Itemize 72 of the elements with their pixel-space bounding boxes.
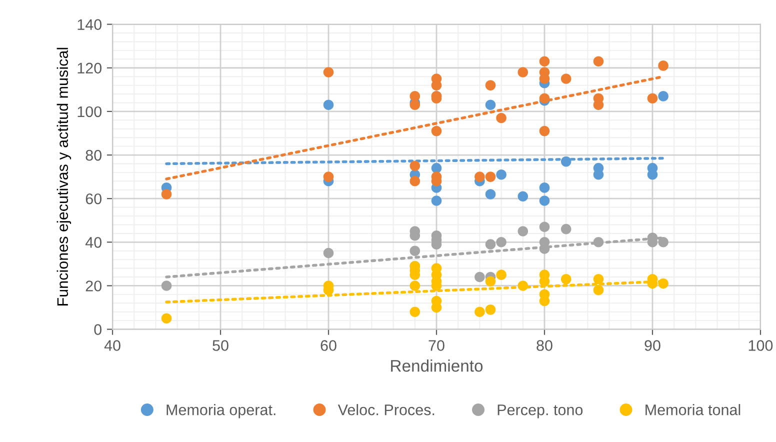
x-tick-label: 70 bbox=[428, 340, 444, 351]
y-tick-label: 20 bbox=[86, 280, 102, 292]
legend-label: Memoria tonal bbox=[646, 404, 740, 416]
point bbox=[518, 67, 528, 78]
legend-label: Memoria operat. bbox=[166, 404, 276, 418]
point bbox=[560, 74, 572, 84]
y-tick-label: 0 bbox=[94, 324, 102, 335]
point bbox=[323, 100, 334, 110]
point bbox=[496, 270, 506, 280]
point bbox=[485, 239, 496, 250]
point bbox=[323, 172, 334, 182]
y-tick-label: 140 bbox=[78, 19, 102, 30]
point bbox=[485, 100, 496, 110]
x-tick-label: 50 bbox=[212, 340, 228, 351]
x-axis-title: Rendimiento bbox=[391, 360, 483, 372]
point bbox=[539, 182, 550, 193]
point bbox=[593, 56, 604, 66]
point bbox=[485, 80, 496, 90]
point bbox=[593, 274, 604, 284]
point bbox=[496, 112, 506, 124]
point bbox=[560, 224, 572, 234]
point bbox=[658, 91, 668, 102]
point bbox=[658, 237, 668, 248]
point bbox=[560, 274, 572, 284]
point bbox=[518, 280, 528, 291]
point bbox=[431, 126, 442, 136]
y-axis-title: Funciones ejecutivas y actitud musical bbox=[56, 48, 72, 306]
point bbox=[658, 278, 668, 289]
point bbox=[539, 222, 550, 232]
point bbox=[161, 280, 172, 291]
point bbox=[593, 237, 604, 248]
point bbox=[518, 191, 528, 202]
point bbox=[496, 169, 506, 180]
point bbox=[539, 196, 550, 206]
point bbox=[539, 126, 550, 136]
point bbox=[431, 162, 442, 174]
y-tick-label: 100 bbox=[78, 106, 102, 118]
x-tick-label: 100 bbox=[748, 340, 773, 351]
point bbox=[410, 160, 420, 172]
y-tick-label: 120 bbox=[78, 62, 102, 74]
y-tick-label: 40 bbox=[85, 237, 102, 248]
point bbox=[410, 306, 420, 318]
x-tick-label: 40 bbox=[104, 340, 120, 351]
legend-label: Percep. tono bbox=[498, 404, 583, 418]
point bbox=[539, 56, 550, 66]
point bbox=[474, 272, 485, 282]
y-tick-label: 80 bbox=[86, 150, 102, 161]
legend-label: Veloc. Proces. bbox=[338, 404, 434, 416]
point bbox=[474, 172, 485, 182]
point bbox=[410, 246, 420, 256]
point bbox=[323, 67, 334, 78]
point bbox=[431, 196, 442, 206]
point bbox=[485, 276, 496, 287]
x-tick-label: 90 bbox=[644, 340, 660, 351]
point bbox=[485, 172, 496, 182]
point bbox=[647, 93, 658, 104]
point bbox=[485, 304, 496, 315]
point bbox=[161, 189, 172, 200]
point bbox=[658, 60, 668, 71]
point bbox=[485, 189, 496, 200]
point bbox=[323, 248, 334, 258]
y-tick-label: 60 bbox=[86, 193, 102, 204]
x-tick-label: 80 bbox=[536, 340, 552, 351]
point bbox=[593, 284, 604, 296]
point bbox=[474, 306, 485, 318]
point bbox=[161, 313, 172, 324]
point bbox=[496, 237, 506, 248]
point bbox=[560, 156, 572, 167]
point bbox=[410, 280, 420, 291]
point bbox=[410, 176, 420, 186]
point bbox=[518, 226, 528, 236]
x-tick-label: 60 bbox=[320, 340, 336, 351]
